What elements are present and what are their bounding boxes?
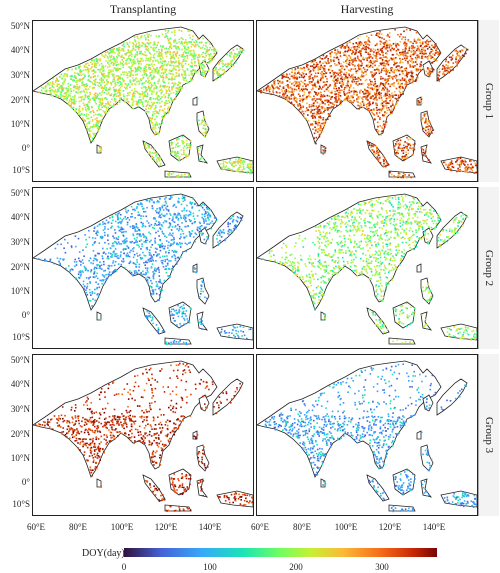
land-outline xyxy=(257,193,442,311)
rice-pixels xyxy=(262,195,477,344)
land-outline xyxy=(164,170,192,178)
map-group1-transplanting xyxy=(32,20,254,182)
lat-tick: 10°S xyxy=(12,499,30,509)
map-group3-transplanting xyxy=(32,354,254,516)
land-outline xyxy=(420,478,432,498)
legend-title: DOY(day) xyxy=(82,548,125,559)
rice-pixels xyxy=(34,362,253,512)
row-label-group1: Group 1 xyxy=(478,20,499,182)
land-outline xyxy=(436,44,468,82)
lon-tick: 60°E xyxy=(26,522,46,532)
row-label-group3: Group 3 xyxy=(478,354,499,516)
map-svg xyxy=(257,360,477,513)
lat-tick: 50°N xyxy=(10,21,30,31)
lat-tick: 10°N xyxy=(10,453,30,463)
land-outline xyxy=(366,307,390,335)
lon-tick: 80°E xyxy=(292,522,312,532)
lon-tick: 120°E xyxy=(154,522,178,532)
land-outline xyxy=(196,478,208,498)
lat-tick: 0° xyxy=(21,310,30,320)
lat-tick: 0° xyxy=(21,143,30,153)
map-svg xyxy=(257,193,477,345)
lat-tick: 20°N xyxy=(10,262,30,272)
lat-tick: 20°N xyxy=(10,95,30,105)
map-group1-harvesting xyxy=(256,20,478,182)
rice-pixels xyxy=(264,363,477,513)
land-outline xyxy=(33,193,218,311)
lat-tick: 30°N xyxy=(10,237,30,247)
column-title-harvesting: Harvesting xyxy=(340,2,394,16)
lon-tick: 60°E xyxy=(250,522,270,532)
map-svg xyxy=(33,26,253,179)
map-svg xyxy=(33,360,253,512)
land-outline xyxy=(420,311,432,331)
rice-pixels xyxy=(38,195,253,346)
land-outline xyxy=(388,504,416,512)
land-outline xyxy=(257,26,442,144)
lat-tick: 50°N xyxy=(10,188,30,198)
legend-tick: 100 xyxy=(203,562,217,572)
lat-tick: 10°S xyxy=(12,165,30,175)
lat-tick: 40°N xyxy=(10,45,30,55)
lat-tick: 10°S xyxy=(12,332,30,342)
lat-tick: 10°N xyxy=(10,286,30,296)
lon-tick: 140°E xyxy=(198,522,222,532)
land-outline xyxy=(196,311,208,331)
land-outline xyxy=(142,474,166,502)
lat-tick: 10°N xyxy=(10,119,30,129)
lat-tick: 50°N xyxy=(10,355,30,365)
land-outline xyxy=(33,26,218,144)
map-group2-transplanting xyxy=(32,187,254,349)
map-group2-harvesting xyxy=(256,187,478,349)
land-outline xyxy=(440,490,477,508)
map-group3-harvesting xyxy=(256,354,478,516)
rice-pixels xyxy=(259,28,477,179)
lon-tick: 80°E xyxy=(68,522,88,532)
land-outline xyxy=(436,378,468,416)
lon-tick: 120°E xyxy=(378,522,402,532)
legend-tick: 0 xyxy=(121,562,127,572)
map-svg xyxy=(33,193,253,346)
row-label-text: Group 3 xyxy=(483,416,496,454)
rice-pixels xyxy=(38,29,253,179)
land-outline xyxy=(192,96,198,106)
legend-tick: 200 xyxy=(289,562,303,572)
lon-tick: 100°E xyxy=(334,522,358,532)
column-title-transplanting: Transplanting xyxy=(109,2,177,16)
land-outline xyxy=(142,307,166,335)
lat-tick: 20°N xyxy=(10,429,30,439)
row-label-group2: Group 2 xyxy=(478,187,499,349)
land-outline xyxy=(420,444,434,472)
land-outline xyxy=(388,170,416,178)
land-outline xyxy=(216,323,253,341)
lat-tick: 40°N xyxy=(10,212,30,222)
land-outline xyxy=(416,263,422,273)
row-label-text: Group 1 xyxy=(483,82,496,120)
lat-tick: 30°N xyxy=(10,404,30,414)
land-outline xyxy=(420,277,434,305)
land-outline xyxy=(212,378,244,416)
land-outline xyxy=(416,430,422,440)
land-outline xyxy=(388,337,416,345)
lat-tick: 40°N xyxy=(10,379,30,389)
lat-tick: 0° xyxy=(21,477,30,487)
map-svg xyxy=(257,26,477,179)
land-outline xyxy=(196,144,208,164)
row-label-text: Group 2 xyxy=(483,249,496,287)
legend-tick: 300 xyxy=(375,562,389,572)
land-outline xyxy=(257,360,442,478)
lon-tick: 140°E xyxy=(422,522,446,532)
lon-tick: 100°E xyxy=(110,522,134,532)
legend-colorbar xyxy=(124,548,437,557)
land-outline xyxy=(196,110,210,138)
lat-tick: 30°N xyxy=(10,70,30,80)
